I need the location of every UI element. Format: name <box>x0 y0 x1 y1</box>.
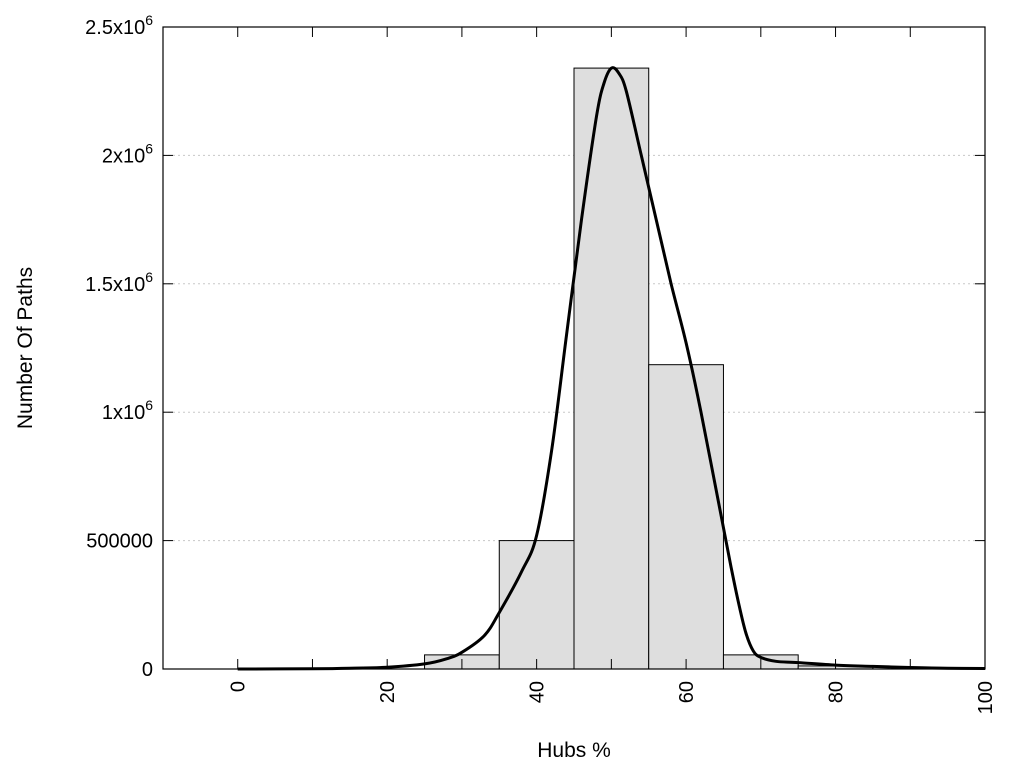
y-tick-label: 2x106 <box>102 140 153 167</box>
density-curve <box>237 66 986 671</box>
x-axis-ticks: 0 20 40 60 80 100 <box>228 27 997 714</box>
y-tick-label: 1x106 <box>102 397 153 424</box>
histogram-bar <box>498 540 575 670</box>
density-curve-line <box>237 66 986 671</box>
x-tick-label: 100 <box>975 681 997 714</box>
x-tick-label: 20 <box>377 681 399 703</box>
x-tick-label: 40 <box>527 681 549 703</box>
x-tick-label: 60 <box>676 681 698 703</box>
y-tick-label: 1.5x106 <box>85 269 153 296</box>
x-tick-label: 0 <box>228 681 250 692</box>
x-axis-title: Hubs % <box>537 739 611 762</box>
x-tick-label: 80 <box>826 681 848 703</box>
y-axis-title: Number Of Paths <box>14 267 37 429</box>
histogram-bar <box>648 364 724 670</box>
y-tick-label: 0 <box>142 659 153 681</box>
y-tick-label: 2.5x106 <box>85 12 153 39</box>
y-tick-label: 500000 <box>86 531 153 553</box>
histogram-bar <box>573 67 650 670</box>
plot-frame <box>162 26 986 670</box>
y-axis-ticks: 0 500000 1x106 1.5x106 2x106 2.5x106 <box>85 12 985 681</box>
histogram-bars <box>424 67 874 670</box>
